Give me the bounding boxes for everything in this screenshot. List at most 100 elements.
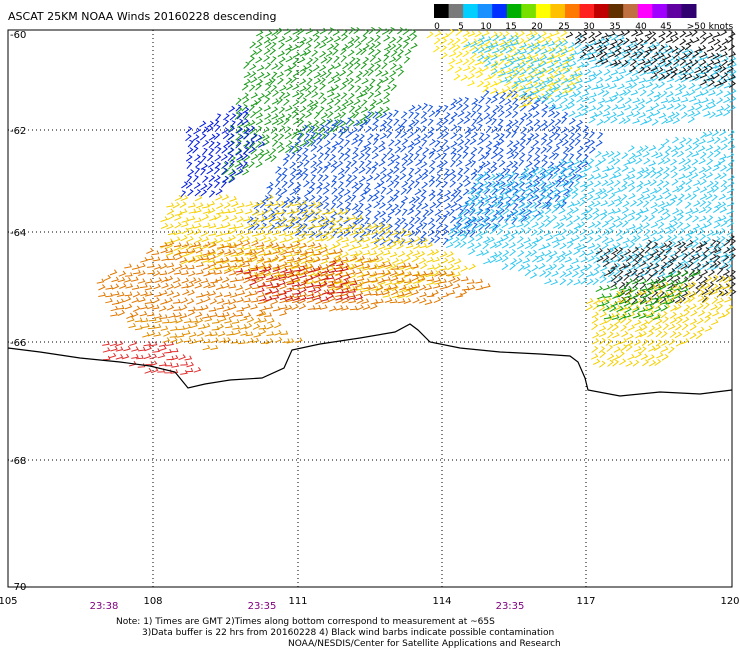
- lat-label-62: -62: [10, 126, 26, 137]
- wind-barb: [494, 200, 502, 208]
- wind-barb: [547, 97, 555, 105]
- wind-barb: [672, 62, 680, 70]
- wind-barb: [244, 223, 252, 230]
- wind-barb: [656, 352, 664, 359]
- wind-barb: [349, 280, 358, 286]
- wind-barb: [489, 80, 498, 88]
- wind-barb: [485, 125, 492, 134]
- wind-barb: [320, 97, 327, 105]
- wind-barb: [215, 194, 223, 201]
- wind-barb: [407, 152, 414, 161]
- wind-barb: [623, 51, 631, 58]
- wind-barb: [299, 68, 307, 77]
- wind-barb: [545, 264, 553, 271]
- wind-barb: [564, 256, 573, 263]
- wind-barb: [327, 262, 336, 267]
- wind-barb: [250, 133, 258, 141]
- wind-barb: [695, 246, 703, 254]
- wind-barb: [285, 251, 293, 258]
- wind-barb: [586, 278, 594, 286]
- wind-barb: [534, 147, 541, 155]
- wind-barb: [267, 186, 274, 195]
- wind-barb: [525, 64, 532, 72]
- wind-barb: [518, 201, 526, 209]
- wind-barb: [547, 61, 555, 69]
- wind-barb: [625, 340, 634, 347]
- wind-barb: [544, 249, 552, 257]
- wind-barb: [257, 292, 265, 298]
- wind-barb: [699, 178, 707, 186]
- wind-barb: [616, 269, 624, 277]
- wind-barb: [554, 103, 563, 110]
- wind-barb: [618, 68, 627, 75]
- wind-barb: [483, 258, 491, 265]
- wind-barb: [187, 249, 195, 256]
- wind-barb: [501, 255, 509, 263]
- wind-barb: [250, 111, 257, 119]
- wind-barb: [614, 50, 622, 58]
- wind-barb: [513, 77, 522, 84]
- wind-barb: [429, 159, 436, 168]
- wind-barb: [680, 270, 689, 277]
- wind-barb: [595, 285, 603, 293]
- wind-barb: [631, 278, 640, 285]
- wind-barb: [367, 36, 375, 44]
- wind-barb: [719, 206, 728, 213]
- wind-barb: [384, 280, 393, 286]
- wind-barb: [292, 281, 301, 287]
- wind-barb: [620, 193, 628, 202]
- wind-barb: [651, 151, 659, 158]
- wind-barb: [432, 283, 441, 289]
- wind-barb: [712, 52, 721, 60]
- wind-barb: [526, 42, 535, 49]
- wind-barb: [679, 137, 687, 144]
- wind-barb: [517, 227, 525, 235]
- lon-label-111: 111: [288, 596, 307, 607]
- wind-barb: [404, 230, 412, 237]
- wind-barb: [490, 166, 498, 174]
- wind-barb: [255, 106, 263, 114]
- wind-barb: [185, 154, 193, 162]
- wind-barb: [297, 119, 305, 127]
- wind-barb: [481, 194, 489, 201]
- wind-barb: [693, 200, 701, 207]
- wind-barb: [340, 92, 348, 100]
- wind-barb: [339, 69, 347, 77]
- wind-barb: [213, 132, 221, 140]
- wind-barb: [605, 338, 613, 346]
- wind-barb: [194, 189, 202, 197]
- wind-barb: [428, 151, 435, 159]
- wind-barb: [115, 354, 124, 360]
- wind-barb: [263, 105, 272, 112]
- wind-barb: [433, 45, 440, 53]
- wind-barb: [567, 201, 575, 208]
- wind-barb: [445, 271, 454, 276]
- wind-barb: [516, 242, 525, 250]
- wind-barb: [441, 125, 448, 133]
- wind-barb: [709, 261, 717, 268]
- wind-barb: [336, 288, 344, 294]
- wind-barb: [313, 77, 322, 85]
- wind-barb: [399, 284, 407, 291]
- wind-barb: [477, 146, 484, 155]
- wind-barb: [348, 84, 355, 92]
- wind-barb: [153, 283, 161, 290]
- wind-barb: [132, 291, 141, 298]
- wind-barb: [601, 179, 609, 187]
- wind-barb: [376, 298, 384, 304]
- wind-barb: [371, 285, 379, 291]
- wind-barb: [360, 189, 368, 197]
- wind-barb: [434, 153, 442, 161]
- wind-barb: [658, 44, 666, 52]
- wind-barb: [227, 140, 235, 148]
- wind-barb: [636, 227, 644, 235]
- wind-barb: [617, 96, 625, 104]
- wind-barb: [511, 93, 519, 100]
- wind-barb: [442, 131, 449, 139]
- wind-barb: [620, 213, 628, 221]
- wind-barb: [632, 118, 641, 124]
- wind-barb: [512, 151, 520, 159]
- wind-barb: [658, 104, 667, 111]
- wind-barb: [702, 260, 710, 268]
- wind-barb: [644, 36, 651, 44]
